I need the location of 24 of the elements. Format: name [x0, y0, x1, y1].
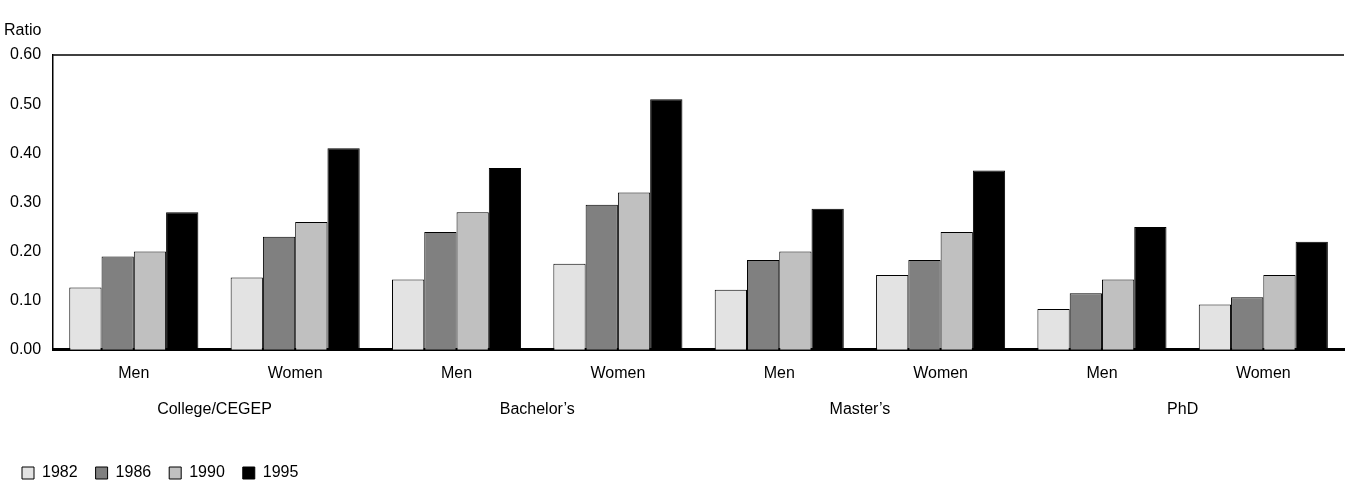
x-tick-label: Men: [440, 363, 473, 381]
legend-label: 1982: [42, 463, 78, 481]
y-axis-title: Ratio: [4, 21, 42, 39]
x-tick-label: Men: [118, 363, 150, 381]
text: PhD: [1167, 400, 1199, 418]
x-tick-label: Men: [763, 363, 795, 381]
x-tick-label: Men: [1086, 363, 1118, 381]
legend-label: 1990: [189, 463, 225, 481]
y-tick-label: 0.50: [10, 94, 42, 112]
legend-label: 1995: [262, 463, 299, 481]
text: Master’s: [829, 400, 891, 418]
y-tick-label: 0.40: [10, 143, 42, 161]
y-tick-label: 0.60: [10, 45, 42, 63]
x-tick-label: Women: [913, 363, 969, 381]
text: Bachelor’s: [499, 400, 575, 418]
x-tick-label: Women: [590, 363, 646, 381]
y-tick-label: 0.10: [10, 291, 42, 309]
x-tick-label: Women: [267, 363, 323, 381]
y-tick-label: 0.20: [10, 241, 42, 259]
legend-label: 1986: [115, 463, 152, 481]
x-tick-label: Women: [1235, 363, 1291, 381]
y-tick-label: 0.30: [10, 192, 42, 210]
text: College/CEGEP: [157, 400, 272, 418]
y-tick-label: 0.00: [10, 340, 42, 358]
